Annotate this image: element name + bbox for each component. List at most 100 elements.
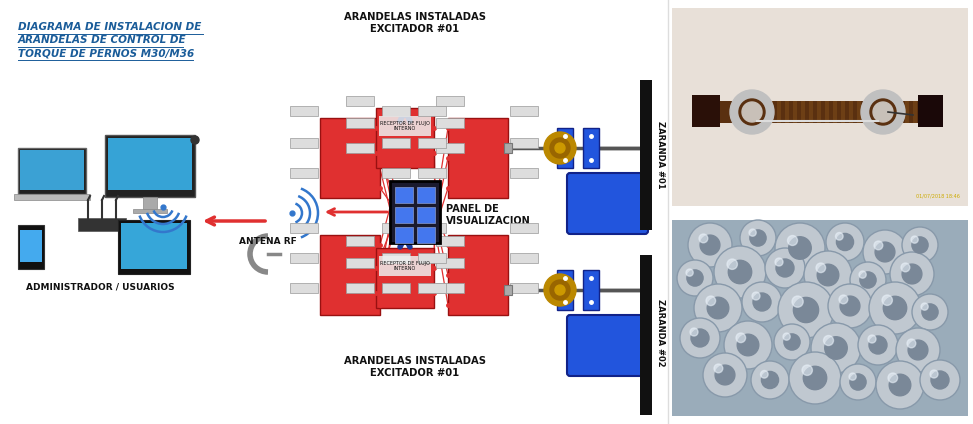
Bar xyxy=(320,235,380,315)
Circle shape xyxy=(921,303,928,310)
Bar xyxy=(761,101,765,123)
Bar xyxy=(448,118,508,198)
Text: PANEL DE
VISUALIZACION: PANEL DE VISUALIZACION xyxy=(446,204,530,226)
Bar xyxy=(448,235,508,315)
Bar xyxy=(395,187,413,203)
Bar xyxy=(417,187,435,203)
Circle shape xyxy=(828,284,872,328)
Circle shape xyxy=(783,333,790,340)
Circle shape xyxy=(750,230,766,246)
Circle shape xyxy=(544,132,576,164)
Circle shape xyxy=(729,260,752,284)
Circle shape xyxy=(858,325,898,365)
Circle shape xyxy=(686,269,693,276)
Bar xyxy=(382,138,410,148)
Bar xyxy=(108,138,192,190)
Bar xyxy=(672,8,968,206)
Bar xyxy=(897,101,901,123)
Circle shape xyxy=(740,220,776,256)
Circle shape xyxy=(911,236,919,243)
Bar xyxy=(118,220,190,274)
Circle shape xyxy=(687,270,703,286)
Circle shape xyxy=(792,296,803,307)
Bar xyxy=(320,118,380,198)
Text: TORQUE DE PERNOS M30/M36: TORQUE DE PERNOS M30/M36 xyxy=(18,48,195,58)
Circle shape xyxy=(863,230,907,274)
Bar xyxy=(557,270,573,310)
Bar xyxy=(753,101,757,123)
Text: ARANDELAS INSTALADAS
EXCITADOR #01: ARANDELAS INSTALADAS EXCITADOR #01 xyxy=(344,356,486,378)
Bar xyxy=(510,106,538,116)
Circle shape xyxy=(889,374,911,396)
Bar xyxy=(121,223,187,269)
Bar xyxy=(143,197,157,209)
Circle shape xyxy=(920,360,960,400)
Circle shape xyxy=(840,364,876,400)
Bar xyxy=(382,223,410,233)
Circle shape xyxy=(876,361,924,409)
Bar xyxy=(707,101,923,123)
Bar xyxy=(290,106,318,116)
Circle shape xyxy=(778,282,834,338)
Bar xyxy=(418,253,446,263)
Circle shape xyxy=(544,274,576,306)
Bar xyxy=(510,138,538,148)
Circle shape xyxy=(550,280,570,300)
Bar xyxy=(376,248,434,308)
Circle shape xyxy=(727,259,738,269)
Bar xyxy=(436,236,464,246)
Bar xyxy=(418,223,446,233)
Bar xyxy=(346,118,374,128)
Bar xyxy=(20,230,42,262)
Circle shape xyxy=(765,248,805,288)
Bar xyxy=(881,101,885,123)
Circle shape xyxy=(742,282,782,322)
Circle shape xyxy=(804,366,827,390)
Circle shape xyxy=(714,246,766,298)
Circle shape xyxy=(902,227,938,263)
Bar xyxy=(557,128,573,168)
Bar xyxy=(290,138,318,148)
Circle shape xyxy=(826,223,864,261)
Bar xyxy=(379,256,431,276)
Bar xyxy=(913,101,917,123)
Bar xyxy=(504,285,512,295)
Circle shape xyxy=(816,263,826,273)
Circle shape xyxy=(930,370,938,378)
Circle shape xyxy=(555,143,565,153)
Circle shape xyxy=(907,339,916,348)
Bar xyxy=(929,101,933,123)
Circle shape xyxy=(840,296,860,316)
Bar xyxy=(436,96,464,106)
Circle shape xyxy=(902,264,921,284)
Circle shape xyxy=(931,371,949,389)
Circle shape xyxy=(883,296,907,320)
Text: ZARANDA #01: ZARANDA #01 xyxy=(656,121,665,189)
Bar xyxy=(376,108,434,168)
Circle shape xyxy=(825,337,847,359)
Circle shape xyxy=(742,102,762,122)
Circle shape xyxy=(789,237,811,259)
Bar xyxy=(382,106,410,116)
Circle shape xyxy=(837,234,853,251)
Text: ARANDELAS DE CONTROL DE: ARANDELAS DE CONTROL DE xyxy=(18,35,187,45)
Circle shape xyxy=(730,90,774,134)
Circle shape xyxy=(749,229,756,236)
Circle shape xyxy=(890,252,934,296)
Text: RECEPTOR DE FLUJO
INTERNO: RECEPTOR DE FLUJO INTERNO xyxy=(380,261,430,271)
Text: ADMINISTRADOR / USUARIOS: ADMINISTRADOR / USUARIOS xyxy=(25,283,174,292)
Circle shape xyxy=(787,235,798,245)
Circle shape xyxy=(707,297,729,319)
Bar xyxy=(918,95,943,127)
Circle shape xyxy=(868,335,876,343)
Bar xyxy=(510,253,538,263)
Bar xyxy=(108,138,192,190)
Circle shape xyxy=(789,352,841,404)
Circle shape xyxy=(736,333,745,343)
Bar xyxy=(436,258,464,268)
Circle shape xyxy=(691,329,709,347)
Bar xyxy=(640,255,652,415)
Text: ZARANDA #02: ZARANDA #02 xyxy=(656,299,665,367)
Circle shape xyxy=(677,260,713,296)
Bar xyxy=(857,101,861,123)
